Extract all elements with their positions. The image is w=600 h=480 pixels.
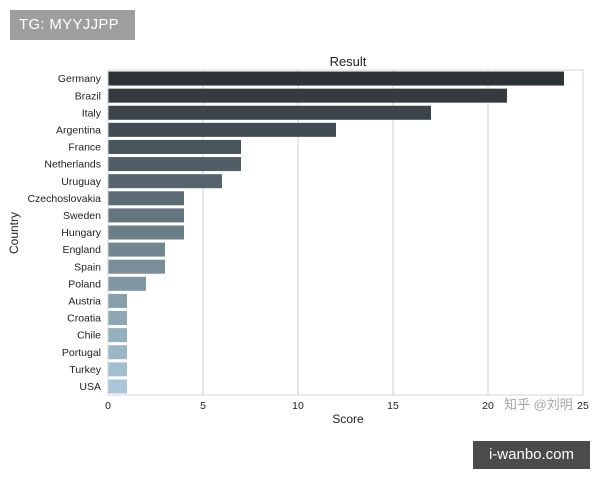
category-label-netherlands: Netherlands	[44, 159, 101, 171]
zhihu-watermark: 知乎 @刘明	[504, 397, 573, 412]
category-label-spain: Spain	[74, 261, 101, 273]
bar-uruguay	[108, 174, 222, 189]
site-watermark: i-wanbo.com	[473, 441, 590, 469]
category-label-hungary: Hungary	[61, 227, 101, 239]
x-tick-label-15: 15	[387, 400, 399, 412]
category-label-czechoslovakia: Czechoslovakia	[27, 193, 101, 205]
category-label-portugal: Portugal	[62, 347, 101, 359]
plot-frame	[107, 69, 584, 396]
category-label-austria: Austria	[68, 296, 101, 308]
bar-argentina	[108, 122, 336, 137]
bar-hungary	[108, 225, 184, 240]
x-tick-label-5: 5	[200, 400, 206, 412]
category-label-croatia: Croatia	[67, 313, 101, 325]
category-label-argentina: Argentina	[56, 124, 101, 136]
category-label-poland: Poland	[68, 278, 101, 290]
bar-austria	[108, 293, 127, 308]
bar-netherlands	[108, 157, 241, 172]
bar-england	[108, 242, 165, 257]
category-label-sweden: Sweden	[63, 210, 101, 222]
x-tick-label-0: 0	[105, 400, 111, 412]
x-tick-label-20: 20	[482, 400, 494, 412]
bar-turkey	[108, 362, 127, 377]
telegram-tag-watermark: TG: MYYJJPP	[10, 10, 135, 40]
category-label-usa: USA	[79, 381, 101, 393]
bar-usa	[108, 379, 127, 394]
category-label-france: France	[68, 142, 101, 154]
x-axis-label: Score	[332, 412, 364, 426]
bar-poland	[108, 276, 146, 291]
category-label-italy: Italy	[82, 107, 102, 119]
category-labels: Germany Brazil Italy Argentina France Netherl…	[27, 73, 101, 393]
chart-title: Result	[330, 54, 367, 69]
y-axis-label: Country	[7, 212, 21, 254]
bar-croatia	[108, 311, 127, 326]
bar-germany	[108, 71, 564, 86]
bar-france	[108, 139, 241, 154]
x-tick-label-25: 25	[577, 400, 589, 412]
bar-layer	[108, 71, 564, 394]
bar-brazil	[108, 88, 507, 103]
category-label-turkey: Turkey	[69, 364, 101, 376]
x-tick-labels: 0 5 10 15 20 25	[105, 400, 589, 412]
category-label-chile: Chile	[77, 330, 101, 342]
bar-italy	[108, 105, 431, 120]
bar-spain	[108, 259, 165, 274]
category-label-uruguay: Uruguay	[61, 176, 101, 188]
bar-chile	[108, 328, 127, 343]
bar-sweden	[108, 208, 184, 223]
bar-czechoslovakia	[108, 191, 184, 206]
x-tick-label-10: 10	[292, 400, 304, 412]
bar-portugal	[108, 345, 127, 360]
category-label-england: England	[62, 244, 101, 256]
category-label-germany: Germany	[58, 73, 102, 85]
category-label-brazil: Brazil	[75, 90, 101, 102]
